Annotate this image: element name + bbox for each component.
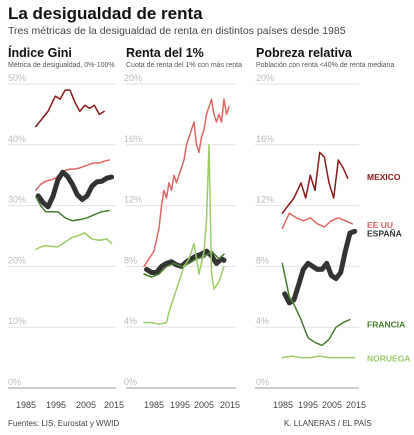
y-tick-label: 40% [8, 134, 26, 144]
series-line-mexico-0 [35, 89, 105, 128]
credit-note: K. LLANERAS / EL PAÍS [284, 419, 372, 428]
series-line-noruega-1 [143, 144, 225, 325]
panel-title-gini: Índice Gini [8, 46, 72, 60]
series-line-eeuu-1 [143, 98, 230, 268]
y-tick-label: 20% [8, 255, 26, 265]
x-tick-label: 1995 [298, 400, 318, 410]
panel-subtitle-top1: Cuota de renta del 1% con más renta [126, 62, 242, 69]
panel-subtitle-pobreza: Población con renta <40% de renta median… [256, 62, 395, 69]
series-label-mexico: MEXICO [367, 172, 401, 182]
series-line-espana-0 [35, 169, 115, 210]
figure-subtitle: Tres métricas de la desigualdad de renta… [8, 25, 346, 37]
x-tick-label: 2015 [104, 400, 124, 410]
y-tick-label: 8% [124, 255, 137, 265]
x-tick-label: 1985 [144, 400, 164, 410]
x-tick-label: 2005 [322, 400, 342, 410]
y-tick-label: 50% [8, 73, 26, 83]
series-line-eeuu-0 [35, 159, 110, 192]
y-tick-label: 0% [8, 377, 21, 387]
y-tick-label: 20% [256, 73, 274, 83]
series-line-espana-2 [282, 228, 358, 306]
y-tick-label: 10% [8, 316, 26, 326]
y-tick-label: 20% [124, 73, 142, 83]
x-tick-label: 2015 [220, 400, 240, 410]
x-tick-label: 1995 [170, 400, 190, 410]
series-label-francia: FRANCIA [367, 320, 405, 330]
series-line-francia-0 [35, 195, 110, 222]
x-tick-label: 1995 [46, 400, 66, 410]
series-line-espana-1 [144, 248, 227, 275]
x-tick-label: 2005 [194, 400, 214, 410]
y-tick-label: 30% [8, 195, 26, 205]
x-tick-label: 1985 [273, 400, 293, 410]
series-line-francia-2 [281, 262, 351, 347]
y-tick-label: 16% [124, 134, 142, 144]
panel-subtitle-gini: Métrica de desigualdad, 0%-100% [8, 62, 115, 69]
x-tick-label: 1985 [16, 400, 36, 410]
y-tick-label: 12% [256, 195, 274, 205]
y-tick-label: 4% [124, 316, 137, 326]
y-tick-label: 4% [256, 316, 269, 326]
y-tick-label: 8% [256, 255, 269, 265]
source-note: Fuentes: LIS, Eurostat y WWID [8, 419, 120, 428]
y-tick-label: 12% [124, 195, 142, 205]
figure-title: La desigualdad de renta [8, 4, 203, 23]
y-tick-label: 16% [256, 134, 274, 144]
series-line-eeuu-2 [281, 212, 354, 230]
y-tick-label: 0% [256, 377, 269, 387]
series-line-noruega-0 [35, 232, 113, 251]
series-label-eeuu: EE UU [367, 220, 393, 230]
x-tick-label: 2005 [76, 400, 96, 410]
x-tick-label: 2015 [346, 400, 366, 410]
series-label-espana: ESPAÑA [367, 228, 402, 238]
series-line-noruega-2 [281, 355, 356, 359]
panel-title-top1: Renta del 1% [126, 46, 204, 60]
y-tick-label: 0% [124, 377, 137, 387]
panel-title-pobreza: Pobreza relativa [256, 46, 352, 60]
series-line-mexico-2 [281, 151, 349, 214]
series-label-noruega: NORUEGA [367, 354, 410, 364]
